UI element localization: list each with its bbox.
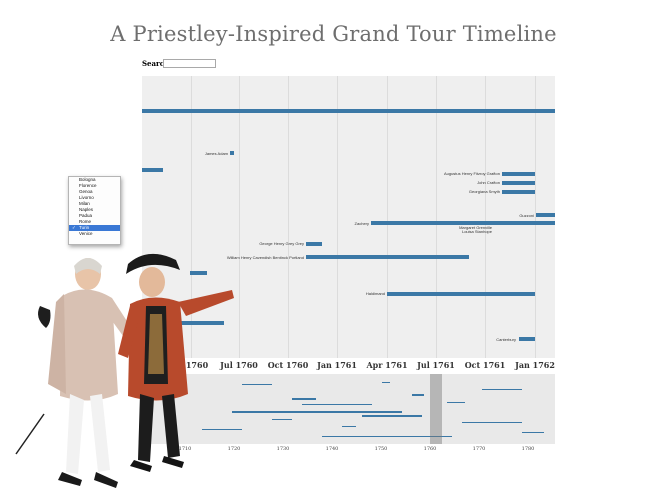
timeline-bar[interactable] xyxy=(190,271,207,275)
axis-tick-label: Jan 1761 xyxy=(317,360,357,370)
timeline-bar[interactable] xyxy=(142,168,163,172)
overview-tick-label: 1760 xyxy=(423,446,437,452)
overview-chart[interactable] xyxy=(142,374,555,444)
city-option-label: Livorno xyxy=(79,195,94,200)
overview-bar xyxy=(242,384,272,385)
person-label: Canterbury xyxy=(496,337,516,342)
overview-bar xyxy=(482,389,522,390)
city-option-label: Florence xyxy=(79,183,97,188)
city-option[interactable]: Milan xyxy=(69,201,120,207)
person-label: Georgiana Smyth xyxy=(468,189,500,194)
city-option[interactable]: Livorno xyxy=(69,195,120,201)
overview-bar xyxy=(322,436,452,437)
overview-tick-label: 1730 xyxy=(276,446,290,452)
person-label: Zachery xyxy=(354,221,369,226)
overview-bar xyxy=(462,422,522,423)
timeline-chart[interactable]: James Adam Augustus Henry Fitzroy Grafto… xyxy=(142,76,555,358)
overview-tick-label: 1710 xyxy=(178,446,192,452)
timeline-bar[interactable] xyxy=(230,151,234,155)
left-gentleman-figure xyxy=(15,258,134,488)
overview-bar xyxy=(202,429,242,430)
grid-line xyxy=(191,76,192,358)
grid-line xyxy=(239,76,240,358)
overview-axis: 1710 1720 1730 1740 1750 1760 1770 1780 xyxy=(142,444,555,456)
grid-line xyxy=(485,76,486,358)
timeline-bar[interactable] xyxy=(502,190,535,194)
overview-bar xyxy=(302,404,372,405)
timeline-bar[interactable] xyxy=(519,337,535,341)
person-label: Guzzoni xyxy=(519,213,534,218)
city-option[interactable]: Florence xyxy=(69,183,120,189)
grand-tour-figures-illustration xyxy=(15,253,234,488)
overview-bar xyxy=(362,415,422,417)
overview-brush[interactable] xyxy=(430,374,442,444)
overview-tick-label: 1740 xyxy=(325,446,339,452)
timeline-bar[interactable] xyxy=(502,181,535,185)
overview-tick-label: 1720 xyxy=(227,446,241,452)
overview-tick-label: 1780 xyxy=(521,446,535,452)
city-option-label: Milan xyxy=(79,201,90,206)
person-label: Haldimand xyxy=(365,291,385,296)
city-option-label: Venice xyxy=(79,231,93,236)
city-dropdown-menu[interactable]: Bologna Florence Genoa Livorno Milan Nap… xyxy=(68,176,121,245)
axis-tick-label: Jul 1760 xyxy=(220,360,258,370)
page-title: A Priestley-Inspired Grand Tour Timeline xyxy=(110,22,557,46)
timeline-bar[interactable] xyxy=(536,213,555,217)
axis-tick-label: Apr 1761 xyxy=(366,360,408,370)
city-option-selected[interactable]: ✓ Turin xyxy=(69,225,120,231)
axis-tick-label: Jan 1762 xyxy=(515,360,555,370)
overview-tick-label: 1750 xyxy=(374,446,388,452)
timeline-bar[interactable] xyxy=(142,109,555,113)
overview-bar xyxy=(232,411,402,413)
grid-line xyxy=(436,76,437,358)
overview-bar xyxy=(382,382,390,383)
overview-bar xyxy=(342,426,356,427)
person-label: John Crafton xyxy=(477,180,500,185)
person-label: William Henry Cavendish Bentinck Portlan… xyxy=(226,255,304,260)
overview-tick-label: 1770 xyxy=(472,446,486,452)
overview-bar xyxy=(272,419,292,420)
person-label: Margaret Grenville xyxy=(459,225,492,230)
right-gentleman-figure xyxy=(118,253,234,472)
city-option[interactable]: Naples xyxy=(69,207,120,213)
axis-tick-label: Oct 1760 xyxy=(267,360,309,370)
axis-tick-label: 1760 xyxy=(185,360,209,370)
person-label: Augustus Henry Fitzroy Grafton xyxy=(443,171,500,176)
grid-line xyxy=(535,76,536,358)
timeline-axis: 1760 Jul 1760 Oct 1760 Jan 1761 Apr 1761… xyxy=(142,358,555,374)
city-option-label: Naples xyxy=(79,207,94,212)
city-option[interactable]: Bologna xyxy=(69,177,120,183)
axis-tick-label: Oct 1761 xyxy=(464,360,506,370)
timeline-bar[interactable] xyxy=(142,321,224,325)
city-option[interactable]: Venice xyxy=(69,231,120,237)
city-option-label: Padua xyxy=(79,213,93,218)
city-option-label: Bologna xyxy=(79,177,96,182)
grid-line xyxy=(337,76,338,358)
overview-bar xyxy=(447,402,465,403)
city-option[interactable]: Padua xyxy=(69,213,120,219)
timeline-bar[interactable] xyxy=(306,255,469,259)
city-option-label: Genoa xyxy=(79,189,93,194)
grid-line xyxy=(387,76,388,358)
search-label: Search xyxy=(142,59,170,68)
city-option[interactable]: Rome xyxy=(69,219,120,225)
overview-bar xyxy=(412,394,424,396)
timeline-bar[interactable] xyxy=(387,292,535,296)
timeline-bar[interactable] xyxy=(371,221,555,225)
timeline-bar[interactable] xyxy=(502,172,535,176)
overview-bar xyxy=(292,398,316,400)
overview-bar xyxy=(522,432,544,433)
city-option-label: Turin xyxy=(79,225,90,230)
search-input[interactable] xyxy=(163,59,216,68)
person-label: George Henry Grey Grey xyxy=(259,241,304,246)
city-option[interactable]: Genoa xyxy=(69,189,120,195)
grid-line xyxy=(288,76,289,358)
timeline-bar[interactable] xyxy=(306,242,322,246)
person-label: James Adam xyxy=(204,151,228,156)
person-label: Louisa Stanhope xyxy=(461,229,492,234)
axis-tick-label: Jul 1761 xyxy=(417,360,455,370)
checkmark-icon: ✓ xyxy=(72,225,76,230)
city-option-label: Rome xyxy=(79,219,92,224)
